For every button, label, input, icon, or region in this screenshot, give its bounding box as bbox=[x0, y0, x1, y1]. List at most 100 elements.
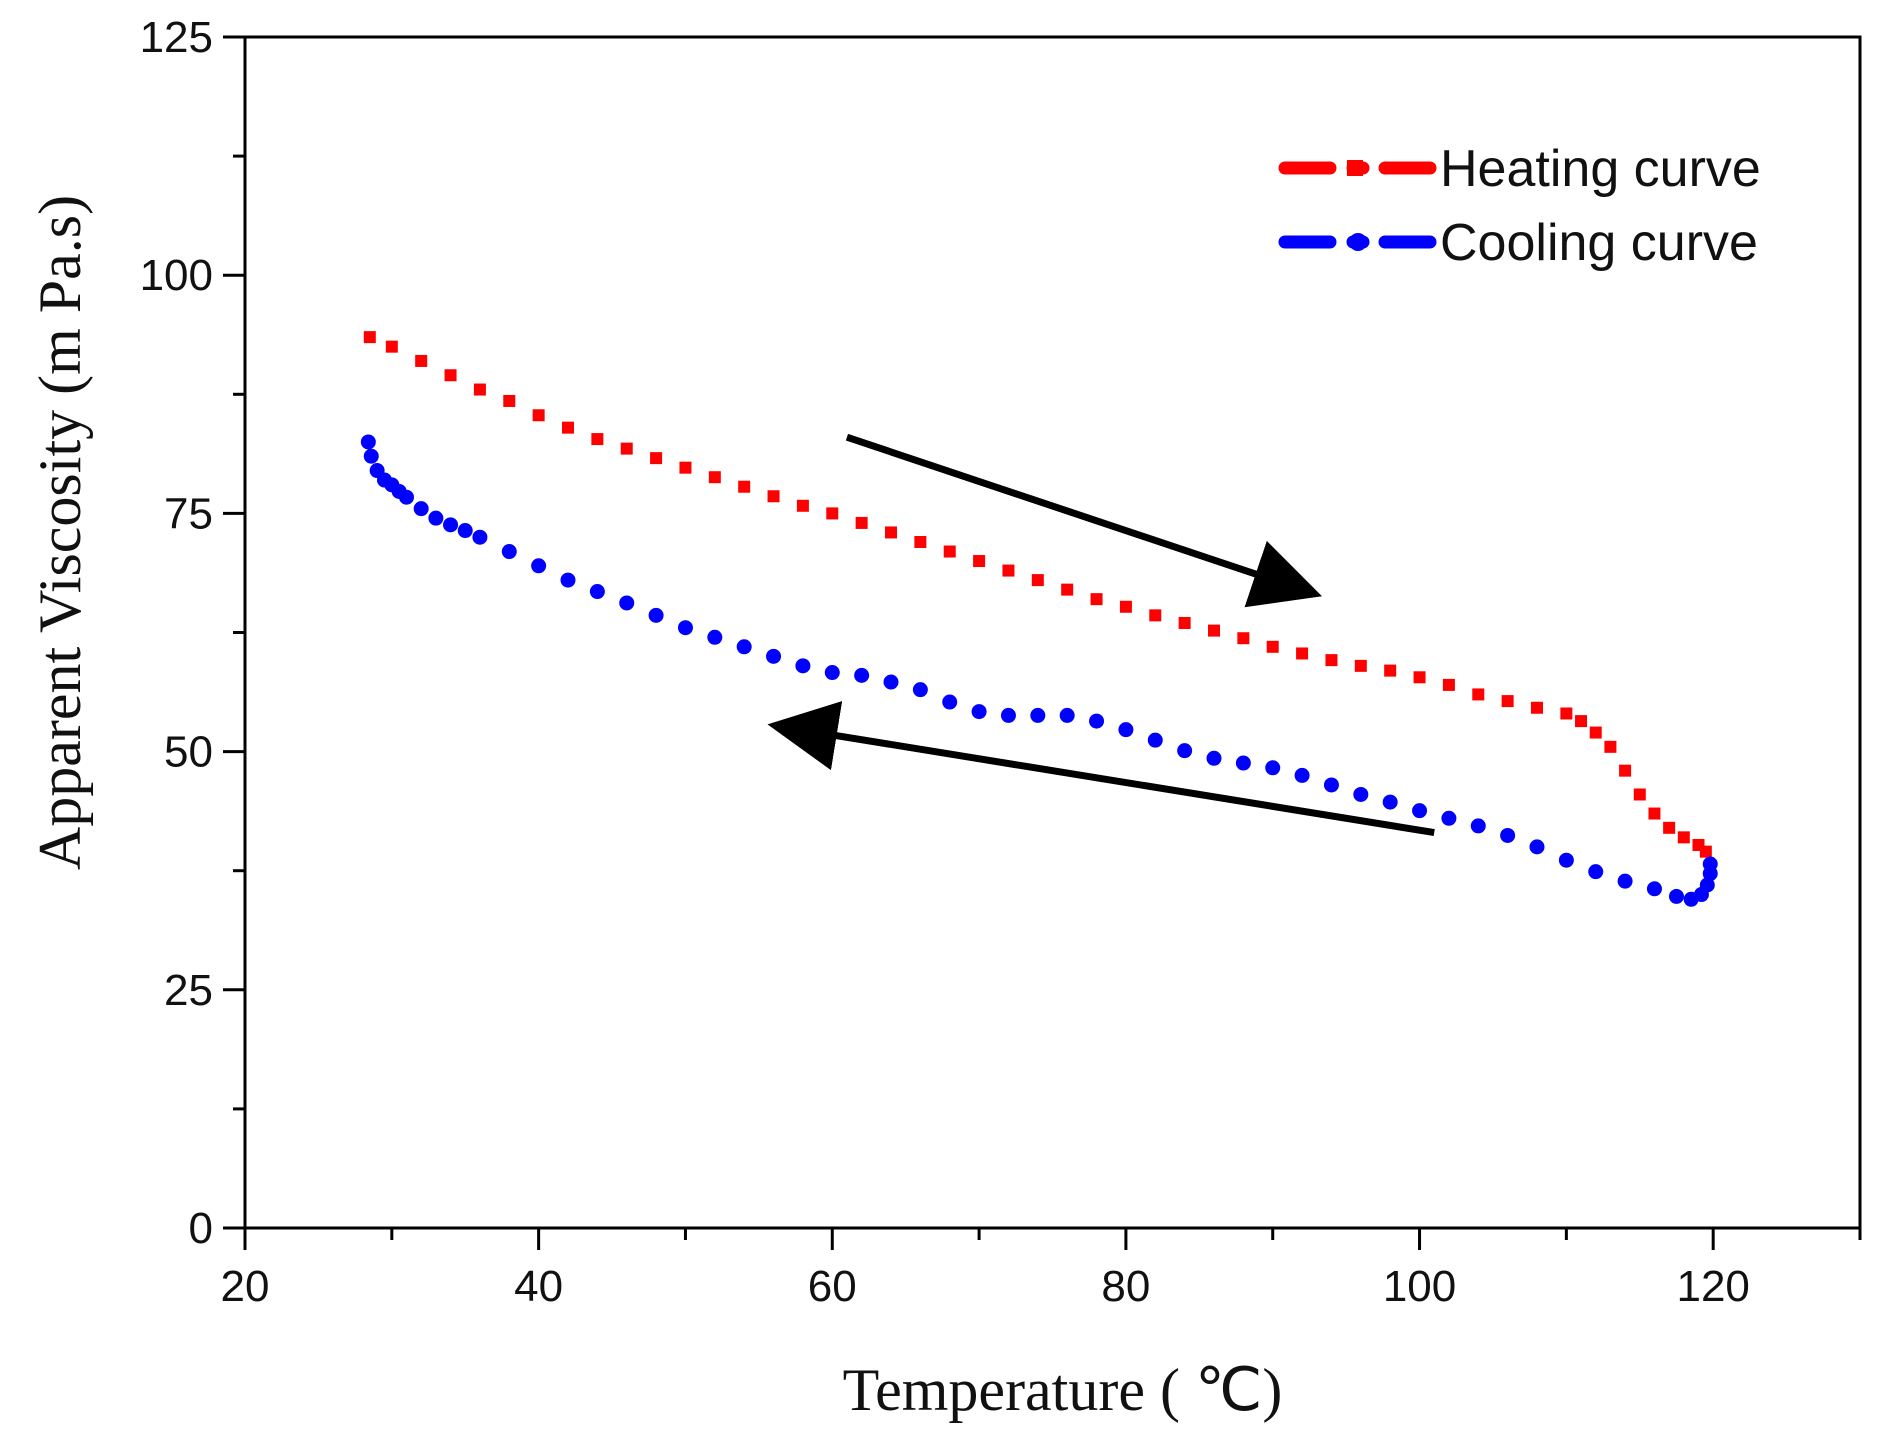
y-tick-label: 0 bbox=[189, 1204, 213, 1253]
y-tick-label: 75 bbox=[164, 489, 213, 538]
heating-data-point bbox=[1384, 664, 1397, 677]
heating-data-point bbox=[385, 340, 398, 353]
cooling-data-point bbox=[1147, 732, 1163, 748]
heating-data-point bbox=[650, 452, 663, 465]
heating-data-point bbox=[1237, 632, 1250, 645]
heating-data-point bbox=[943, 545, 956, 558]
heating-data-point bbox=[1178, 616, 1191, 629]
cooling-data-point bbox=[363, 448, 379, 464]
y-axis-title: Apparent Viscosity (m Pa.s) bbox=[27, 195, 93, 870]
cooling-data-point bbox=[1668, 888, 1684, 904]
heating-data-point bbox=[1002, 564, 1015, 577]
heating-data-point bbox=[855, 516, 868, 529]
cooling-data-point bbox=[1470, 818, 1486, 834]
heating-data-point bbox=[444, 369, 457, 382]
cooling-data-point bbox=[766, 648, 782, 664]
legend-label: Cooling curve bbox=[1440, 214, 1758, 272]
cooling-data-point bbox=[648, 607, 664, 623]
y-tick-label: 100 bbox=[140, 251, 213, 300]
y-tick-label: 25 bbox=[164, 966, 213, 1015]
cooling-data-point bbox=[1646, 881, 1662, 897]
heating-data-point bbox=[1560, 707, 1573, 720]
cooling-data-point bbox=[399, 489, 414, 505]
cooling-data-point bbox=[1353, 786, 1369, 802]
x-tick-label: 40 bbox=[514, 1262, 563, 1311]
heating-data-point bbox=[503, 394, 516, 407]
cooling-data-point bbox=[736, 639, 752, 655]
heating-data-point bbox=[1589, 726, 1602, 739]
heating-data-point bbox=[1648, 807, 1661, 820]
heating-data-point bbox=[738, 480, 751, 493]
cooling-data-point bbox=[413, 501, 429, 517]
heating-data-point bbox=[914, 535, 927, 548]
direction-arrow bbox=[767, 701, 1435, 837]
cooling-data-point bbox=[1294, 767, 1310, 783]
cooling-data-point bbox=[1323, 777, 1339, 793]
heating-data-point bbox=[1501, 695, 1514, 708]
heating-data-point bbox=[1061, 583, 1074, 596]
heating-data-point bbox=[1031, 574, 1044, 587]
heating-data-point bbox=[1472, 688, 1485, 701]
cooling-data-point bbox=[1500, 827, 1516, 843]
heating-data-point bbox=[796, 499, 809, 512]
cooling-data-point bbox=[1235, 755, 1251, 771]
cooling-data-point bbox=[1699, 877, 1715, 893]
heating-data-point bbox=[363, 331, 376, 344]
cooling-data-point bbox=[795, 658, 811, 674]
heating-data-point bbox=[1354, 659, 1367, 672]
heating-data-point bbox=[1442, 678, 1455, 691]
cooling-data-point bbox=[428, 510, 444, 526]
legend-marker bbox=[1347, 160, 1363, 176]
cooling-data-point bbox=[854, 667, 870, 683]
heating-data-point bbox=[1699, 845, 1712, 858]
heating-data-point bbox=[973, 555, 986, 568]
heating-data-point bbox=[1149, 609, 1162, 622]
heating-data-point bbox=[473, 383, 486, 396]
y-tick-label: 50 bbox=[164, 728, 213, 777]
x-tick-label: 100 bbox=[1383, 1262, 1456, 1311]
x-tick-label: 20 bbox=[221, 1262, 270, 1311]
heating-data-point bbox=[1119, 600, 1132, 613]
cooling-data-point bbox=[1089, 713, 1105, 729]
heating-data-point bbox=[1663, 821, 1676, 834]
direction-arrow bbox=[845, 433, 1323, 608]
heating-data-point bbox=[1413, 671, 1426, 684]
heating-data-point bbox=[679, 461, 692, 474]
cooling-data-point bbox=[589, 584, 605, 600]
cooling-data-point bbox=[1702, 856, 1718, 872]
cooling-data-point bbox=[1588, 864, 1604, 880]
cooling-data-point bbox=[1206, 750, 1222, 766]
cooling-data-point bbox=[971, 704, 987, 720]
x-axis-title: Temperature ( ℃) bbox=[843, 1357, 1283, 1423]
heating-data-point bbox=[591, 433, 604, 446]
cooling-data-point bbox=[360, 434, 376, 450]
cooling-data-point bbox=[677, 620, 693, 636]
heating-data-point bbox=[1090, 593, 1103, 606]
heating-data-point bbox=[1575, 715, 1588, 728]
cooling-data-point bbox=[1441, 810, 1457, 826]
cooling-data-point bbox=[1030, 707, 1046, 723]
heating-data-point bbox=[885, 526, 897, 539]
cooling-data-point bbox=[1059, 707, 1075, 723]
x-tick-label: 80 bbox=[1101, 1262, 1150, 1311]
cooling-data-point bbox=[501, 544, 517, 560]
heating-data-point bbox=[1604, 740, 1617, 753]
heating-data-point bbox=[1296, 647, 1309, 660]
heating-data-point bbox=[826, 507, 839, 520]
cooling-data-point bbox=[619, 595, 635, 611]
cooling-data-point bbox=[883, 674, 899, 690]
heating-data-point bbox=[1677, 831, 1690, 844]
cooling-data-point bbox=[531, 558, 547, 574]
cooling-data-point bbox=[707, 629, 723, 645]
cooling-data-point bbox=[560, 572, 576, 588]
heating-data-point bbox=[532, 409, 545, 422]
cooling-data-point bbox=[1265, 760, 1281, 776]
cooling-data-point bbox=[443, 517, 459, 533]
cooling-data-point bbox=[912, 682, 928, 698]
heating-data-point bbox=[1619, 764, 1632, 777]
cooling-data-point bbox=[1118, 722, 1134, 738]
cooling-data-point bbox=[1382, 794, 1398, 810]
cooling-data-point bbox=[824, 665, 840, 681]
